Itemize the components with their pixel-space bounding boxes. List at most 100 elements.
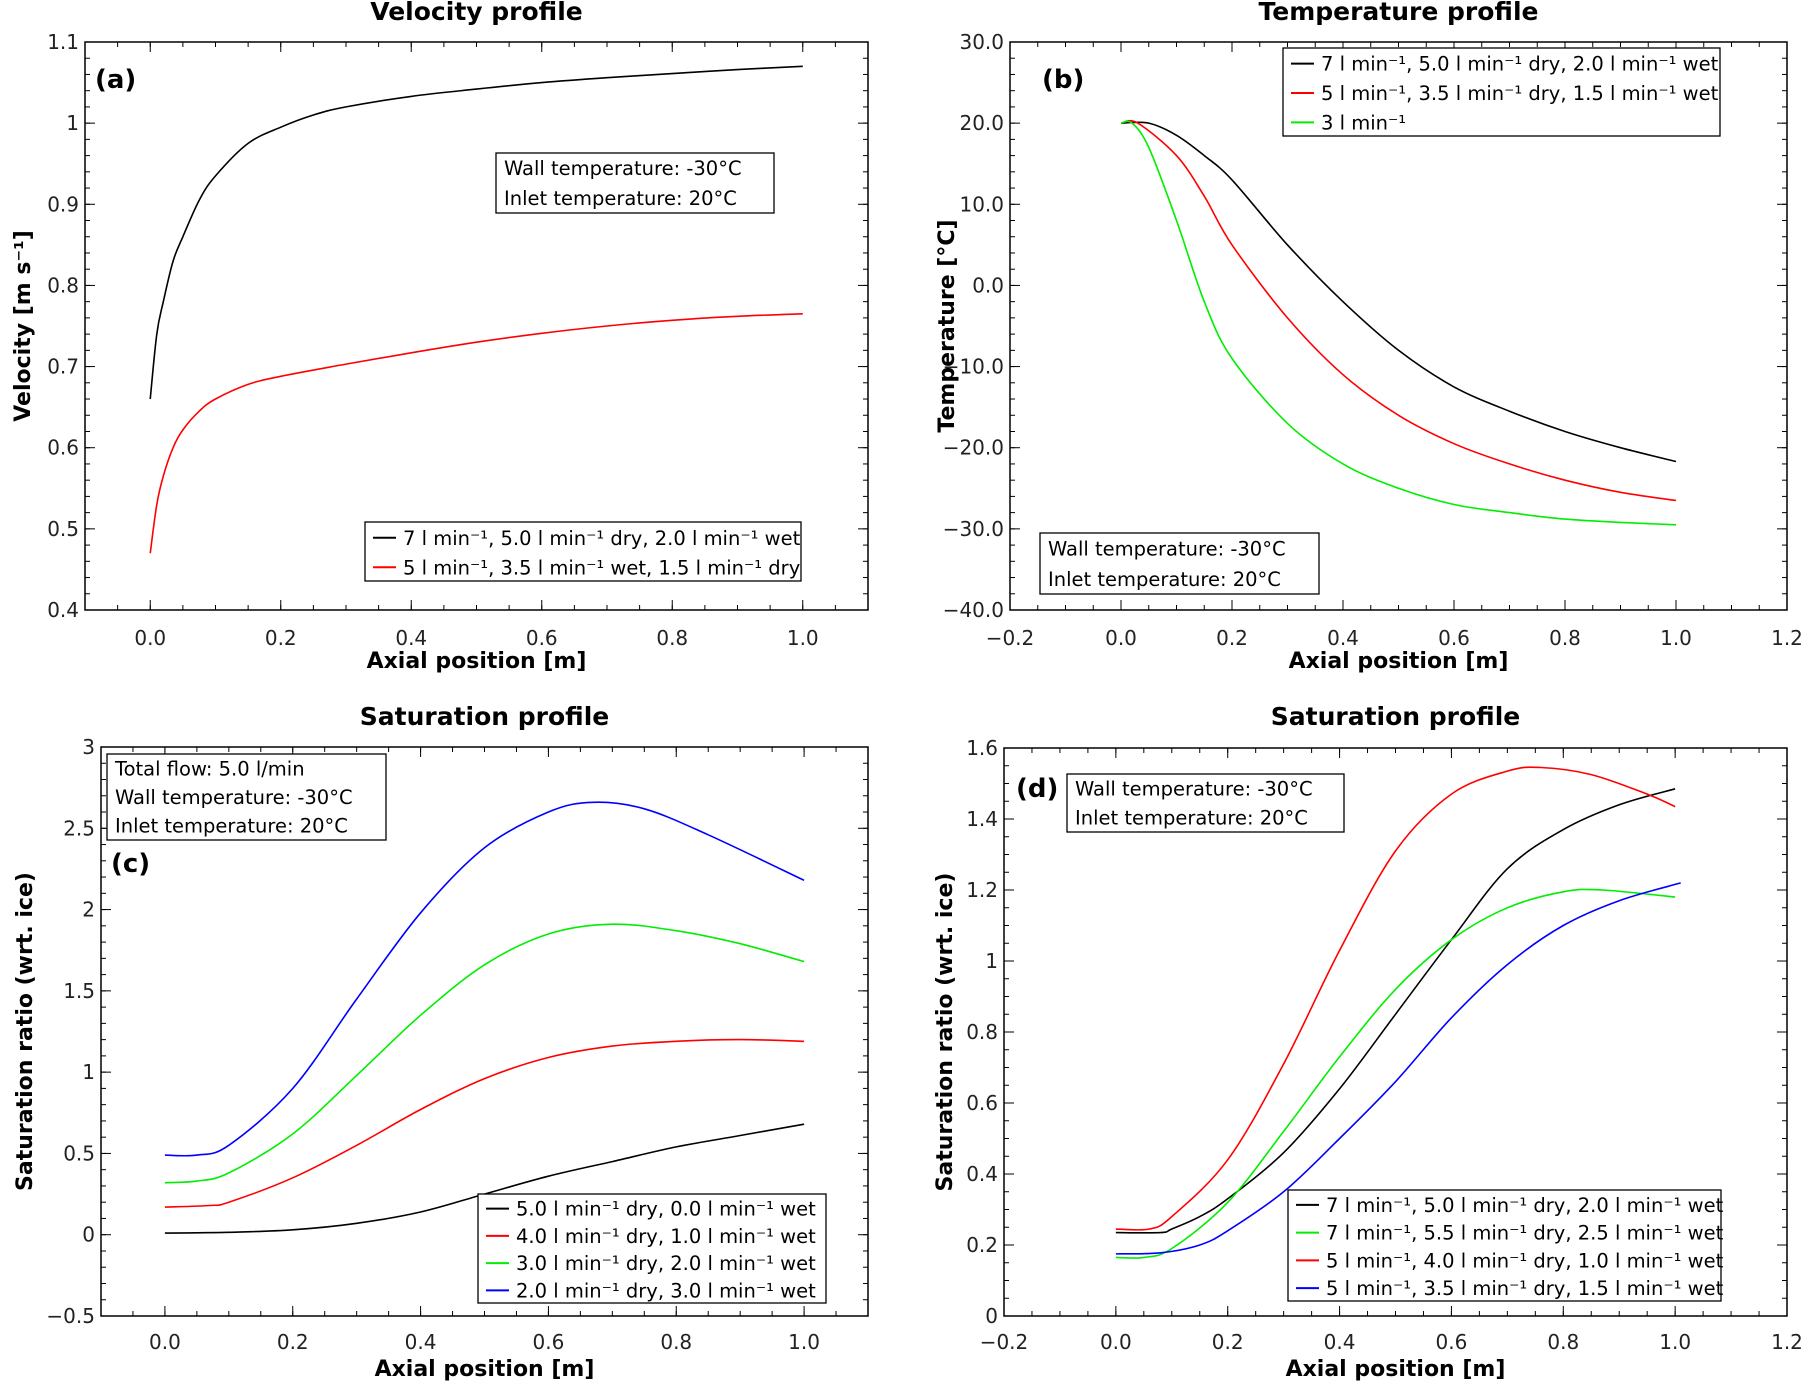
chart-panel-c: Saturation profile 0.0 0.2 0.4 0.6 0.8 1.0 −0.5… xyxy=(13,702,869,1382)
y-tick-label: 0 xyxy=(82,1223,95,1247)
y-tick-label: 1.5 xyxy=(63,979,95,1003)
y-axis-label: Temperature [°C] xyxy=(935,219,960,432)
annotation-text: Wall temperature: -30°C xyxy=(1075,778,1313,801)
y-axis-label: Saturation ratio (wrt. ice) xyxy=(933,873,958,1192)
legend-box xyxy=(1282,47,1721,137)
x-tick-label: 0.8 xyxy=(660,1330,692,1354)
y-tick-label: −30.0 xyxy=(943,517,1004,541)
x-tick-label: 1.0 xyxy=(787,626,819,650)
y-tick-label: −10.0 xyxy=(943,355,1004,379)
x-tick-label: 1.0 xyxy=(1659,1330,1691,1354)
x-tick-label: 0.4 xyxy=(405,1330,437,1354)
legend-box xyxy=(477,1193,827,1304)
annotation-text: Inlet temperature: 20°C xyxy=(1075,807,1308,830)
annotation-text: Wall temperature: -30°C xyxy=(1048,537,1286,560)
x-axis-label: Axial position [m] xyxy=(367,649,587,674)
x-tick-label: −0.2 xyxy=(986,626,1035,650)
annotation-text: Wall temperature: -30°C xyxy=(504,157,742,180)
y-tick-label: 0.9 xyxy=(47,192,79,216)
x-tick-label: 0.4 xyxy=(1327,626,1359,650)
x-tick-label: 0.8 xyxy=(1549,626,1581,650)
y-tick-label: −0.5 xyxy=(46,1304,95,1328)
panel-label: (b) xyxy=(1042,65,1084,95)
panel-label: (d) xyxy=(1016,774,1058,804)
annotation-text: Total flow: 5.0 l/min xyxy=(114,757,305,780)
chart-panel-b: Temperature profile −0.2 0.0 0.2 0.4 0.6 0.8 1.… xyxy=(935,0,1802,674)
y-tick-label: 1 xyxy=(66,111,79,135)
series-line-0 xyxy=(149,65,803,400)
x-tick-label: 0.2 xyxy=(277,1330,309,1354)
legend-box xyxy=(364,521,802,582)
x-axis-label: Axial position [m] xyxy=(375,1357,595,1382)
x-tick-label: 0.2 xyxy=(265,626,297,650)
x-tick-label: 0.8 xyxy=(656,626,688,650)
series-line-0 xyxy=(1120,121,1677,463)
y-tick-label: 1.2 xyxy=(966,878,998,902)
y-tick-label: 0.5 xyxy=(63,1141,95,1165)
legend-entry: 7 l min⁻¹, 5.0 l min⁻¹ dry, 2.0 l min⁻¹ … xyxy=(1321,53,1719,76)
x-tick-label: 0.0 xyxy=(1100,1330,1132,1354)
legend-entry: 5 l min⁻¹, 3.5 l min⁻¹ wet, 1.5 l min⁻¹ … xyxy=(403,556,800,579)
y-tick-label: 30.0 xyxy=(959,30,1004,54)
y-tick-label: 0.0 xyxy=(972,273,1004,297)
series-line-2 xyxy=(164,923,805,1184)
x-tick-label: 1.0 xyxy=(1660,626,1692,650)
y-tick-label: 0.8 xyxy=(47,273,79,297)
legend-entry: 5.0 l min⁻¹ dry, 0.0 l min⁻¹ wet xyxy=(516,1198,816,1221)
chart-title: Velocity profile xyxy=(370,0,582,26)
y-tick-label: 1.4 xyxy=(966,807,998,831)
y-tick-label: −40.0 xyxy=(943,598,1004,622)
y-tick-label: 2.5 xyxy=(63,816,95,840)
annotation-text: Inlet temperature: 20°C xyxy=(1048,568,1281,591)
legend-entry: 5 l min⁻¹, 4.0 l min⁻¹ dry, 1.0 l min⁻¹ … xyxy=(1326,1249,1724,1272)
x-tick-label: 0.0 xyxy=(134,626,166,650)
y-tick-label: 10.0 xyxy=(959,192,1004,216)
x-tick-label: 0.6 xyxy=(533,1330,565,1354)
legend-entry: 7 l min⁻¹, 5.5 l min⁻¹ dry, 2.5 l min⁻¹ … xyxy=(1326,1222,1724,1245)
y-axis-label: Velocity [m s⁻¹] xyxy=(11,230,36,422)
y-tick-label: 1.1 xyxy=(47,30,79,54)
series-line-3 xyxy=(164,801,805,1157)
chart-panel-d: Saturation profile −0.2 0.0 0.2 0.4 0.6 0.8 1.0… xyxy=(933,702,1802,1382)
x-tick-label: 0.6 xyxy=(1438,626,1470,650)
x-tick-label: 1.0 xyxy=(788,1330,820,1354)
annotation-box xyxy=(1066,773,1345,833)
legend: 7 l min⁻¹, 5.0 l min⁻¹ dry, 2.0 l min⁻¹ … xyxy=(1287,1189,1724,1302)
y-tick-label: 0.4 xyxy=(47,598,79,622)
legend: 7 l min⁻¹, 5.0 l min⁻¹ dry, 2.0 l min⁻¹ … xyxy=(1282,47,1721,137)
y-tick-label: 1 xyxy=(985,949,998,973)
x-tick-label: 1.2 xyxy=(1771,1330,1802,1354)
legend-entry: 5 l min⁻¹, 3.5 l min⁻¹ dry, 1.5 l min⁻¹ … xyxy=(1321,82,1719,105)
chart-title: Temperature profile xyxy=(1259,0,1539,26)
legend-entry: 5 l min⁻¹, 3.5 l min⁻¹ dry, 1.5 l min⁻¹ … xyxy=(1326,1277,1724,1300)
y-tick-label: 1.6 xyxy=(966,736,998,760)
y-tick-label: 0.5 xyxy=(47,517,79,541)
chart-title: Saturation profile xyxy=(360,702,609,731)
y-tick-label: 2 xyxy=(82,898,95,922)
legend: 5.0 l min⁻¹ dry, 0.0 l min⁻¹ wet 4.0 l mi… xyxy=(477,1193,827,1304)
y-tick-label: 0 xyxy=(985,1304,998,1328)
legend-entry: 2.0 l min⁻¹ dry, 3.0 l min⁻¹ wet xyxy=(516,1279,816,1302)
y-tick-label: 0.8 xyxy=(966,1020,998,1044)
legend-entry: 3 l min⁻¹ xyxy=(1321,111,1406,134)
x-tick-label: 0.0 xyxy=(1105,626,1137,650)
series-line-3 xyxy=(1115,882,1681,1255)
annotation-text: Inlet temperature: 20°C xyxy=(504,187,737,210)
y-tick-label: 0.6 xyxy=(47,436,79,460)
series-line-1 xyxy=(1115,888,1676,1259)
series-line-1 xyxy=(164,1038,805,1208)
y-tick-label: 20.0 xyxy=(959,111,1004,135)
legend-entry: 7 l min⁻¹, 5.0 l min⁻¹ dry, 2.0 l min⁻¹ … xyxy=(1326,1194,1724,1217)
x-tick-label: 0.2 xyxy=(1212,1330,1244,1354)
x-tick-label: 0.6 xyxy=(1436,1330,1468,1354)
legend-box xyxy=(1287,1189,1722,1302)
annotation-box xyxy=(495,152,775,214)
series-line-2 xyxy=(1115,766,1676,1231)
legend-entry: 7 l min⁻¹, 5.0 l min⁻¹ dry, 2.0 l min⁻¹ … xyxy=(403,527,801,550)
x-tick-label: −0.2 xyxy=(980,1330,1029,1354)
legend: 7 l min⁻¹, 5.0 l min⁻¹ dry, 2.0 l min⁻¹ … xyxy=(364,521,802,582)
x-tick-label: 0.4 xyxy=(1324,1330,1356,1354)
series-line-2 xyxy=(1120,120,1677,526)
annotation-box xyxy=(1039,532,1320,595)
